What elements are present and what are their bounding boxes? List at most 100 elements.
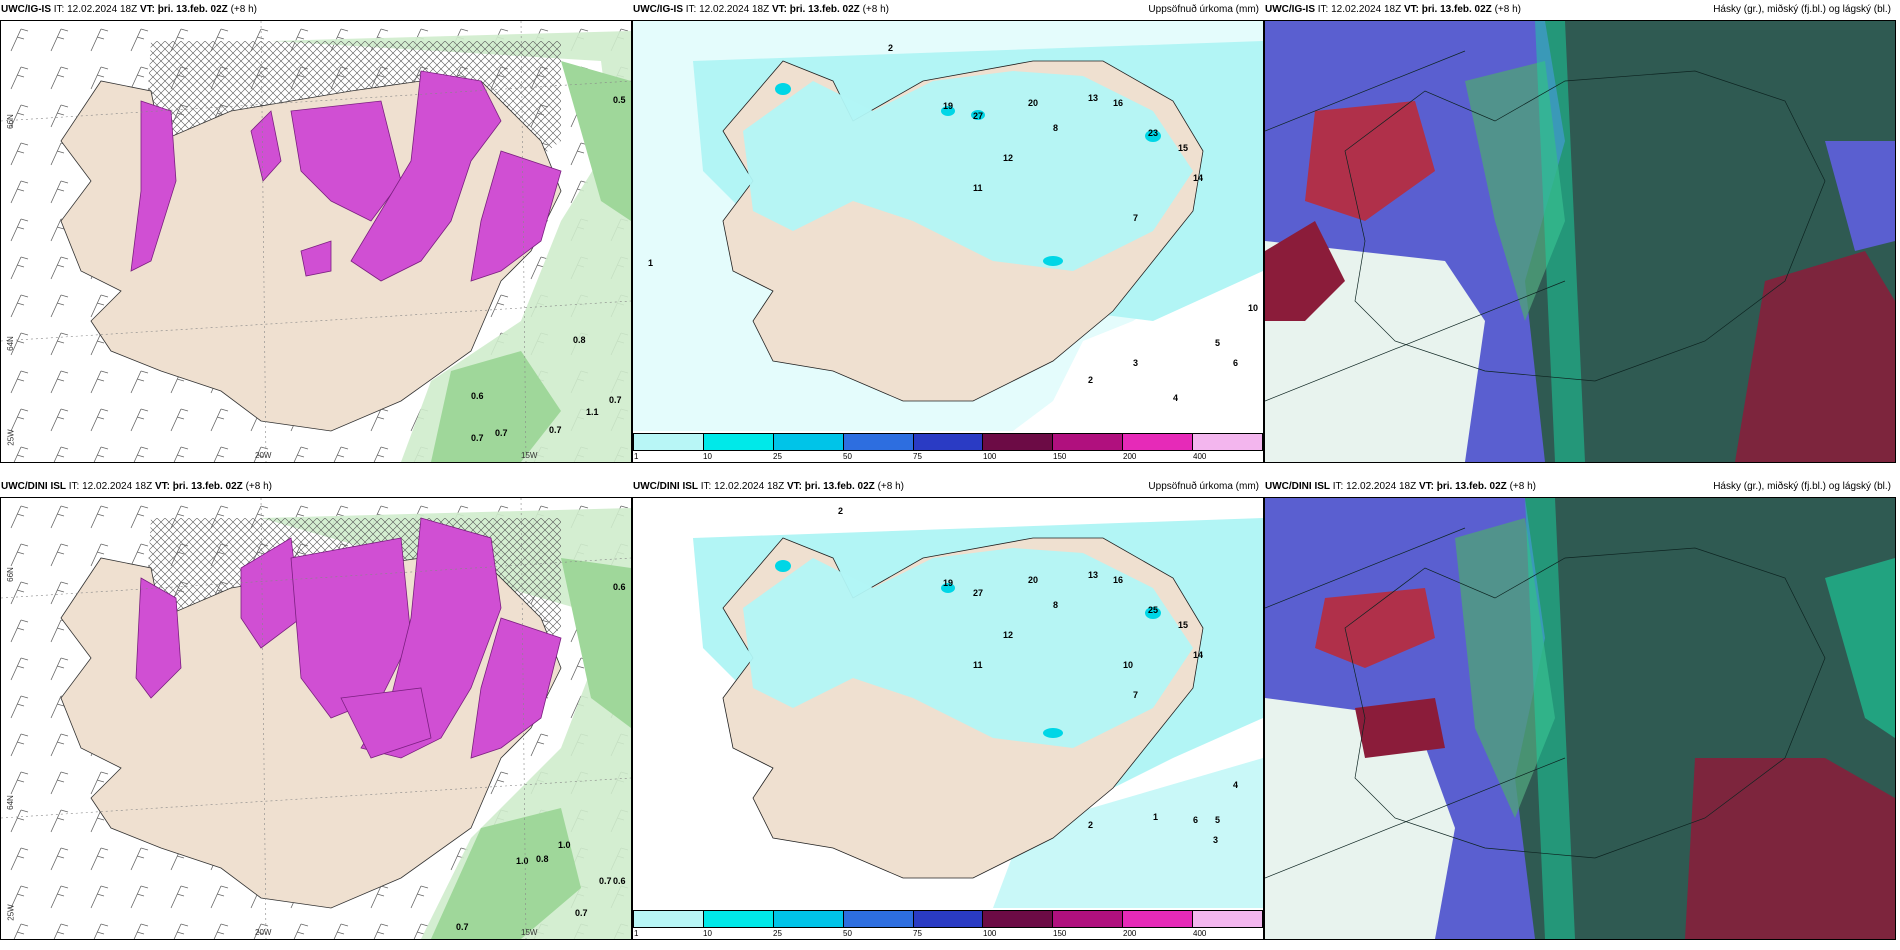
init-time: IT: 12.02.2024 18Z bbox=[1317, 4, 1402, 15]
precip-value: 2 bbox=[838, 506, 843, 516]
model-name: UWC/DINI ISL bbox=[633, 481, 698, 492]
lon-label-20: 20W bbox=[255, 928, 272, 937]
lead-time: (+8 h) bbox=[1494, 4, 1521, 15]
colorbar-tick: 50 bbox=[843, 929, 852, 938]
colorbar-swatch bbox=[913, 434, 984, 450]
wind-map: 0.6 1.0 0.8 1.0 0.7 0.6 0.7 0.7 bbox=[1, 498, 631, 939]
colorbar-swatch bbox=[634, 911, 704, 927]
value-label: 0.6 bbox=[471, 391, 484, 401]
wind-precip-panel-top: UWC/IG-IS IT: 12.02.2024 18Z VT: þri. 13… bbox=[0, 4, 632, 463]
colorbar-tick: 400 bbox=[1193, 929, 1207, 938]
precip-value: 4 bbox=[1233, 780, 1238, 790]
precip-value: 2 bbox=[1088, 820, 1093, 830]
model-name: UWC/IG-IS bbox=[1, 4, 51, 15]
colorbar-tick: 50 bbox=[843, 452, 852, 461]
colorbar-swatch bbox=[983, 434, 1054, 450]
colorbar-tick: 1 bbox=[634, 452, 639, 461]
wind-map: 0.5 0.8 0.6 0.7 0.7 0.7 1.1 0.7 bbox=[1, 21, 631, 462]
value-label: 0.7 bbox=[471, 433, 484, 443]
valid-label: VT: bbox=[786, 481, 802, 492]
precip-value: 19 bbox=[943, 101, 953, 111]
model-name: UWC/DINI ISL bbox=[1, 481, 66, 492]
precip-value: 12 bbox=[1003, 630, 1013, 640]
valid-label: VT: bbox=[1403, 4, 1419, 15]
precip-value: 16 bbox=[1113, 98, 1123, 108]
colorbar-tick: 200 bbox=[1123, 929, 1137, 938]
panel-header: UWC/DINI ISL IT: 12.02.2024 18Z VT: þri.… bbox=[1, 478, 631, 496]
cloud-map bbox=[1265, 498, 1895, 939]
model-name: UWC/IG-IS bbox=[633, 4, 683, 15]
colorbar-tick: 75 bbox=[913, 929, 922, 938]
lat-label-64: 64N bbox=[5, 795, 15, 810]
panel-header: UWC/IG-IS IT: 12.02.2024 18Z VT: þri. 13… bbox=[633, 1, 1263, 19]
value-label: 0.7 bbox=[575, 908, 588, 918]
valid-label: VT: bbox=[154, 481, 170, 492]
colorbar-tick: 200 bbox=[1123, 452, 1137, 461]
valid-time: þri. 13.feb. 02Z bbox=[157, 4, 228, 15]
value-label: 0.6 bbox=[613, 582, 626, 592]
precip-value: 8 bbox=[1053, 123, 1058, 133]
cloud-title: Hásky (gr.), miðský (fj.bl.) og lágský (… bbox=[1713, 481, 1891, 492]
precip-value: 11 bbox=[973, 183, 983, 193]
precip-value: 15 bbox=[1178, 620, 1188, 630]
precip-map: 2 19 27 20 13 16 25 15 14 10 5 6 4 3 2 1… bbox=[633, 498, 1263, 908]
colorbar-tick: 10 bbox=[703, 452, 712, 461]
precip-value: 2 bbox=[888, 43, 893, 53]
valid-label: VT: bbox=[1418, 481, 1434, 492]
model-name: UWC/IG-IS bbox=[1265, 4, 1315, 15]
panel-header: UWC/IG-IS IT: 12.02.2024 18Z VT: þri. 13… bbox=[1265, 1, 1895, 19]
lat-label-66: 66N bbox=[5, 114, 15, 129]
colorbar-swatch bbox=[703, 911, 774, 927]
precip-value: 10 bbox=[1123, 660, 1133, 670]
precip-map: 2 19 27 20 13 16 23 15 14 10 5 6 4 3 2 1… bbox=[633, 21, 1263, 431]
value-label: 0.6 bbox=[613, 876, 626, 886]
precip-value: 15 bbox=[1178, 143, 1188, 153]
cloud-panel-bottom: UWC/DINI ISL IT: 12.02.2024 18Z VT: þri.… bbox=[1264, 481, 1896, 940]
precip-value: 19 bbox=[943, 578, 953, 588]
precip-value: 13 bbox=[1088, 570, 1098, 580]
init-time: IT: 12.02.2024 18Z bbox=[685, 4, 770, 15]
cloud-panel-top: UWC/IG-IS IT: 12.02.2024 18Z VT: þri. 13… bbox=[1264, 4, 1896, 463]
colorbar-swatch bbox=[1053, 434, 1124, 450]
colorbar-tick: 150 bbox=[1053, 929, 1067, 938]
colorbar-swatch bbox=[983, 911, 1054, 927]
panel-header: UWC/DINI ISL IT: 12.02.2024 18Z VT: þri.… bbox=[1265, 478, 1895, 496]
precip-title: Uppsöfnuð úrkoma (mm) bbox=[1148, 481, 1259, 492]
valid-time: þri. 13.feb. 02Z bbox=[1421, 4, 1492, 15]
precip-value: 13 bbox=[1088, 93, 1098, 103]
lon-label-15: 15W bbox=[521, 451, 538, 460]
precip-value: 6 bbox=[1193, 815, 1198, 825]
precip-panel-bottom: UWC/DINI ISL IT: 12.02.2024 18Z VT: þri.… bbox=[632, 481, 1264, 940]
precip-value: 3 bbox=[1213, 835, 1218, 845]
wind-precip-panel-bottom: UWC/DINI ISL IT: 12.02.2024 18Z VT: þri.… bbox=[0, 481, 632, 940]
value-label: 0.7 bbox=[495, 428, 508, 438]
colorbar-swatch bbox=[773, 434, 844, 450]
colorbar-swatch bbox=[1123, 434, 1194, 450]
precip-value: 27 bbox=[973, 111, 983, 121]
init-time: IT: 12.02.2024 18Z bbox=[68, 481, 153, 492]
colorbar-swatch bbox=[1193, 434, 1263, 450]
value-label: 0.8 bbox=[536, 854, 549, 864]
precip-value: 4 bbox=[1173, 393, 1178, 403]
init-time: IT: 12.02.2024 18Z bbox=[1332, 481, 1417, 492]
colorbar-swatch bbox=[913, 911, 984, 927]
lon-label-15: 15W bbox=[521, 928, 538, 937]
init-time: IT: 12.02.2024 18Z bbox=[700, 481, 785, 492]
precip-value: 6 bbox=[1233, 358, 1238, 368]
panel-header: UWC/IG-IS IT: 12.02.2024 18Z VT: þri. 13… bbox=[1, 1, 631, 19]
valid-label: VT: bbox=[139, 4, 155, 15]
init-time: IT: 12.02.2024 18Z bbox=[53, 4, 138, 15]
model-name: UWC/DINI ISL bbox=[1265, 481, 1330, 492]
value-label: 0.7 bbox=[549, 425, 562, 435]
precip-value: 3 bbox=[1133, 358, 1138, 368]
value-label: 0.7 bbox=[456, 922, 469, 932]
value-label: 1.1 bbox=[586, 407, 599, 417]
valid-time: þri. 13.feb. 02Z bbox=[1436, 481, 1507, 492]
precip-value: 20 bbox=[1028, 98, 1038, 108]
precip-value: 20 bbox=[1028, 575, 1038, 585]
valid-time: þri. 13.feb. 02Z bbox=[804, 481, 875, 492]
valid-time: þri. 13.feb. 02Z bbox=[789, 4, 860, 15]
colorbar-tick: 400 bbox=[1193, 452, 1207, 461]
valid-label: VT: bbox=[771, 4, 787, 15]
precip-value: 14 bbox=[1193, 650, 1203, 660]
